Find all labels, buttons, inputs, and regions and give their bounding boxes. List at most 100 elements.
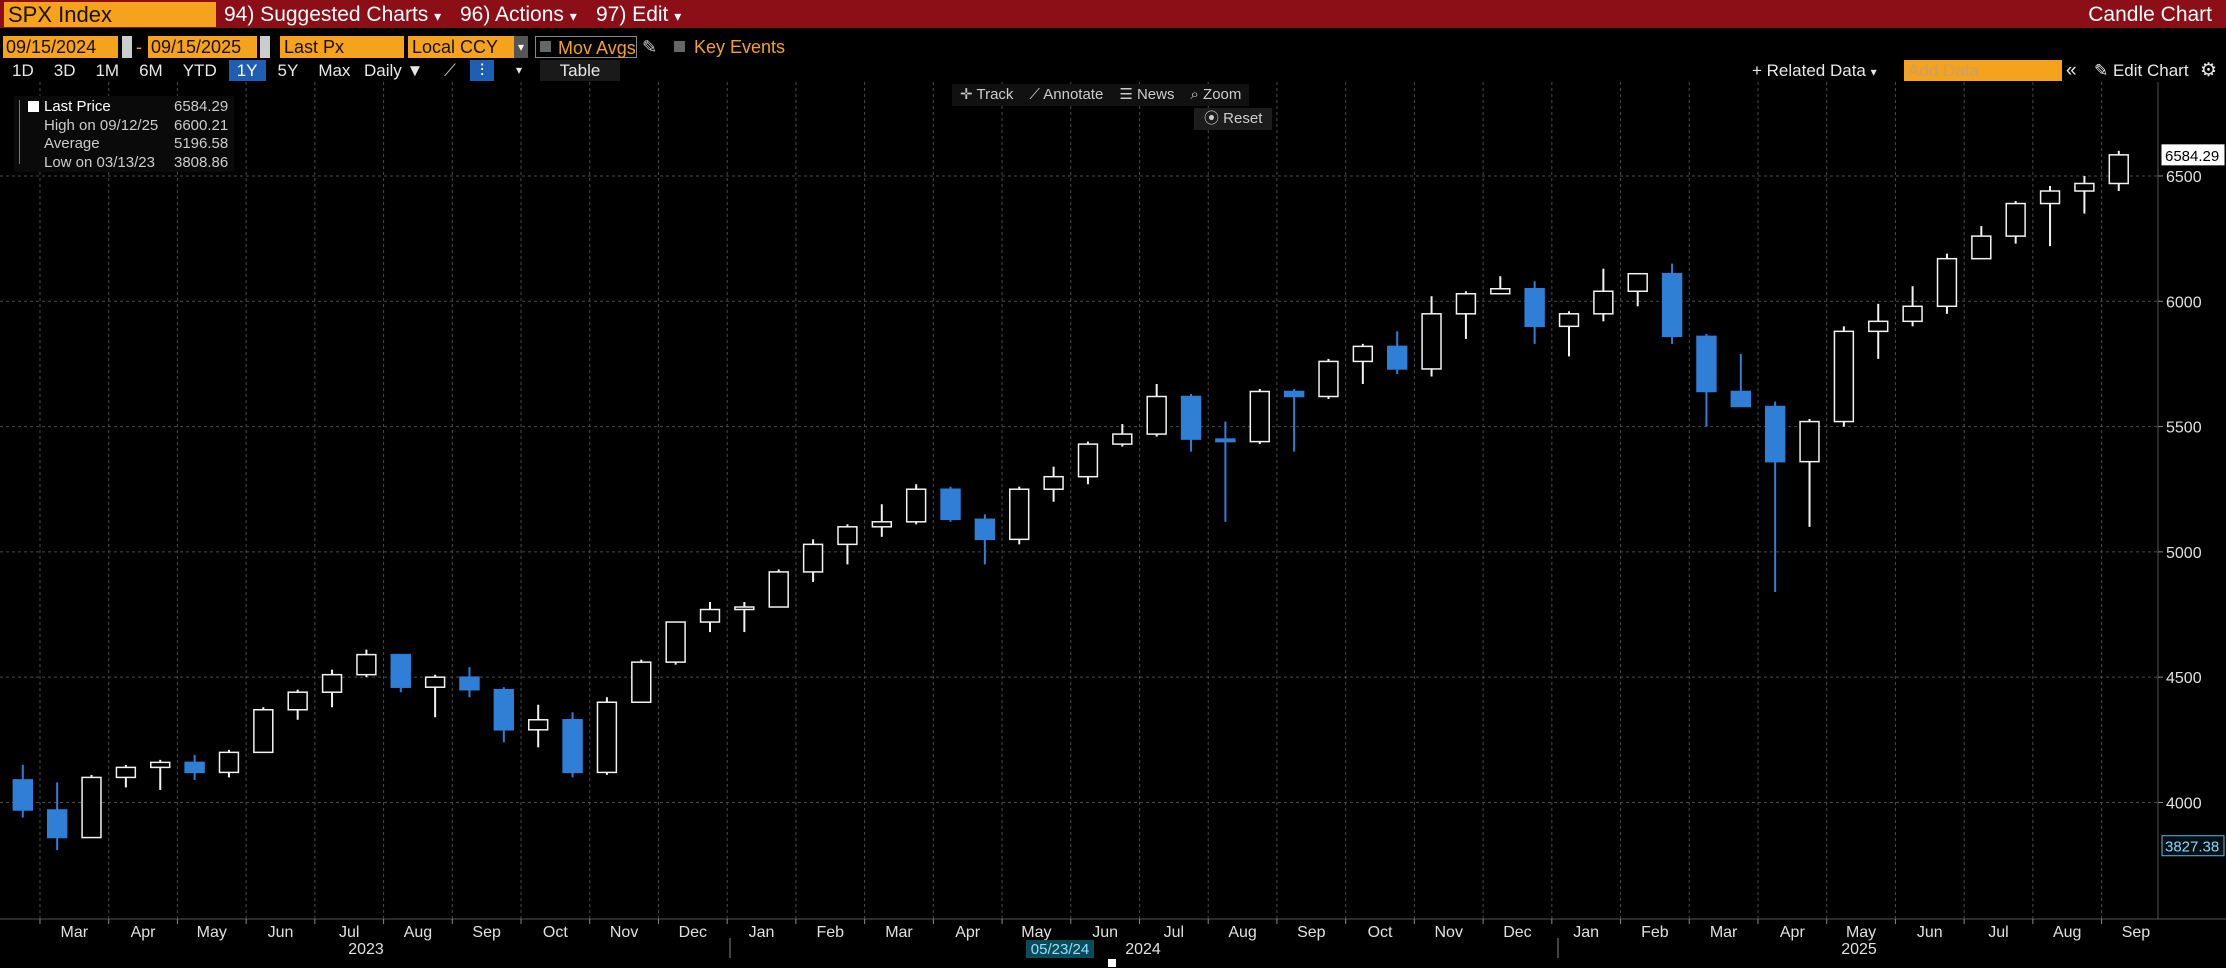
x-tick-label: Dec <box>1503 924 1531 941</box>
candle-body <box>115 766 137 779</box>
stat-value: 3808.86 <box>174 153 229 171</box>
x-tick-label: Jun <box>1092 924 1118 941</box>
period-button[interactable]: 1Y <box>228 60 266 81</box>
y-tick-label: 5500 <box>2166 420 2202 437</box>
start-date[interactable]: 09/15/2024 <box>3 36 118 58</box>
menu[interactable]: 94) Suggested Charts ▾ <box>224 3 442 26</box>
candle-body <box>699 608 721 623</box>
candle-body <box>802 543 824 573</box>
stat-label: Low on 03/13/23 <box>44 153 155 171</box>
key-events[interactable]: Key Events <box>672 36 785 58</box>
menu[interactable]: 96) Actions ▾ <box>460 3 577 26</box>
period-button[interactable]: 6M <box>139 61 163 80</box>
candle-body <box>1764 405 1786 463</box>
reset-button[interactable]: ⦿ Reset <box>1194 108 1273 130</box>
candle-body <box>424 676 446 688</box>
candle-body <box>321 673 343 693</box>
x-tick-label: Jul <box>1164 924 1184 941</box>
related-data[interactable]: + Related Data ▾ <box>1752 61 1877 80</box>
year-label: 2025 <box>1841 941 1877 958</box>
candle-body <box>1146 395 1167 435</box>
collapse[interactable]: « <box>2066 60 2077 81</box>
candle-body <box>1868 320 1889 333</box>
candle-body <box>768 571 789 608</box>
period-button[interactable]: 5Y <box>277 61 299 80</box>
end-date[interactable]: 09/15/2025 <box>148 36 257 58</box>
candle-body <box>974 518 996 541</box>
x-tick-label: Sep <box>472 924 501 941</box>
price-field[interactable]: Last Px <box>280 36 404 58</box>
candle-body <box>2039 190 2061 205</box>
chart-tools: ✛ Track ⟋ Annotate ☰ News ⌕ Zoom <box>952 84 1250 106</box>
price-tag: 6584.29 <box>2165 148 2219 165</box>
menu[interactable]: 97) Edit ▾ <box>596 3 682 26</box>
period-button[interactable]: 1D <box>12 61 34 80</box>
candle-body <box>1043 475 1064 490</box>
edit-icon[interactable]: ✎ <box>642 37 658 57</box>
candle-body <box>1009 488 1030 541</box>
candle-body <box>528 719 549 731</box>
candle-body <box>562 719 583 774</box>
candle-body <box>1387 345 1408 370</box>
currency-field[interactable]: Local CCY <box>408 36 518 58</box>
x-tick-label: Sep <box>2122 924 2151 941</box>
candle-body <box>631 661 652 703</box>
candle-body <box>837 526 858 546</box>
x-tick-label: Aug <box>2053 924 2081 941</box>
tool-button[interactable]: ⌕ Zoom <box>1190 86 1242 103</box>
line-icon[interactable]: ⟋ <box>444 61 456 80</box>
period-button[interactable]: 1M <box>95 61 120 80</box>
frequency-label: Daily <box>364 61 402 80</box>
candle-body <box>734 606 755 611</box>
edit-chart[interactable]: ✎ Edit Chart <box>2094 61 2189 80</box>
x-tick-label: Oct <box>543 924 568 941</box>
year-label: 2024 <box>1125 941 1161 958</box>
tool-label: News <box>1136 86 1175 103</box>
candle-body <box>2074 182 2095 192</box>
stat-value: 6584.29 <box>174 98 229 115</box>
frequency[interactable]: Daily ▼ <box>364 61 424 80</box>
candle-body <box>218 751 240 774</box>
candle-body <box>1936 257 1958 308</box>
y-tick-label: 6500 <box>2166 169 2202 186</box>
candle-body <box>1283 390 1305 398</box>
tool-button[interactable]: ✛ Track <box>960 86 1014 103</box>
tool-button[interactable]: ⟋ Annotate <box>1029 86 1104 103</box>
period-buttons: 1D 3D 1M 6M YTD 1Y 5Y Max <box>4 60 362 81</box>
candle-body <box>459 676 480 691</box>
security-field[interactable]: SPX Index <box>4 2 216 27</box>
x-tick-label: May <box>197 924 227 941</box>
menu-label: 94) Suggested Charts <box>224 3 429 26</box>
key-events-label: Key Events <box>694 37 786 57</box>
table-button[interactable]: Table <box>540 60 620 81</box>
x-tick-label: Aug <box>1228 924 1256 941</box>
candle-body <box>1524 287 1545 328</box>
candle-body <box>871 521 892 528</box>
candle-icon[interactable]: ⫶ <box>470 60 494 81</box>
candle-body <box>1352 345 1374 363</box>
candle-body <box>1730 390 1751 408</box>
candle-body <box>12 779 33 811</box>
period-button[interactable]: Max <box>318 61 351 80</box>
period-button[interactable]: YTD <box>182 61 217 80</box>
x-tick-label: Dec <box>679 924 707 941</box>
mov-avgs[interactable]: Mov Avgs <box>535 36 637 58</box>
reset-label: Reset <box>1223 110 1263 127</box>
candle-body <box>905 488 927 523</box>
settings-icon[interactable]: ⚙ <box>2200 60 2218 81</box>
mov-avgs-label: Mov Avgs <box>558 38 636 58</box>
candle-body <box>1318 360 1339 398</box>
add-data-field[interactable]: Add Data <box>1904 60 2062 81</box>
y-tick-label: 4500 <box>2166 670 2202 687</box>
stats-legend: Last Price 6584.29 High on 09/12/25 6600.21… <box>14 96 234 172</box>
candle-body <box>596 701 618 774</box>
period-button[interactable]: 3D <box>53 61 76 80</box>
tool-button[interactable]: ☰ News <box>1119 86 1175 103</box>
candle-body <box>81 776 102 839</box>
price-tag-box <box>2161 144 2225 166</box>
candle-body <box>184 761 205 774</box>
candle-body <box>940 488 961 521</box>
price-tag: 3827.38 <box>2165 839 2219 856</box>
dropdown[interactable]: ▾ <box>516 63 523 77</box>
